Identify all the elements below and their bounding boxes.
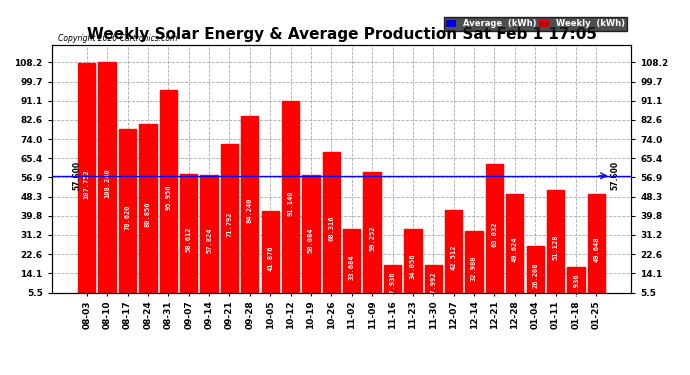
Bar	[384, 265, 401, 305]
Bar	[221, 144, 238, 305]
Text: 57.600: 57.600	[72, 161, 81, 190]
Text: 17.992: 17.992	[431, 272, 436, 297]
Text: 42.512: 42.512	[451, 244, 457, 270]
Text: 107.752: 107.752	[83, 169, 90, 199]
Text: 108.240: 108.240	[104, 169, 110, 198]
Text: 95.956: 95.956	[166, 184, 171, 210]
Bar	[180, 174, 197, 305]
Text: 63.032: 63.032	[491, 222, 497, 247]
Text: 78.620: 78.620	[124, 204, 130, 230]
Bar	[302, 175, 319, 305]
Text: 49.624: 49.624	[512, 237, 518, 262]
Text: 59.252: 59.252	[369, 226, 375, 251]
Bar	[424, 264, 442, 305]
Bar	[526, 246, 544, 305]
Text: 41.876: 41.876	[267, 245, 273, 271]
Text: Copyright 2020 Cartronics.com: Copyright 2020 Cartronics.com	[57, 33, 177, 42]
Bar	[588, 194, 605, 305]
Bar	[99, 62, 116, 305]
Bar	[364, 172, 381, 305]
Text: 84.240: 84.240	[247, 198, 253, 223]
Text: 91.140: 91.140	[288, 190, 293, 216]
Text: 57.600: 57.600	[611, 161, 620, 190]
Text: 49.648: 49.648	[593, 237, 600, 262]
Text: 71.792: 71.792	[226, 211, 233, 237]
Text: 26.208: 26.208	[532, 263, 538, 288]
Bar	[200, 175, 218, 305]
Bar	[506, 194, 524, 305]
Text: 58.084: 58.084	[308, 227, 314, 252]
Bar	[323, 152, 340, 305]
Text: 17.936: 17.936	[390, 272, 395, 297]
Text: 34.056: 34.056	[410, 254, 416, 279]
Text: 32.980: 32.980	[471, 255, 477, 280]
Text: 51.128: 51.128	[553, 235, 559, 260]
Bar	[262, 211, 279, 305]
Bar	[486, 164, 503, 305]
Bar	[404, 228, 422, 305]
Bar	[547, 190, 564, 305]
Bar	[445, 210, 462, 305]
Text: 68.316: 68.316	[328, 216, 335, 241]
Bar	[241, 116, 259, 305]
Bar	[119, 129, 136, 305]
Bar	[282, 100, 299, 305]
Bar	[78, 63, 95, 305]
Bar	[159, 90, 177, 305]
Text: 16.936: 16.936	[573, 273, 579, 298]
Text: 33.684: 33.684	[348, 254, 355, 280]
Text: 57.824: 57.824	[206, 227, 212, 253]
Bar	[343, 230, 360, 305]
Text: 80.856: 80.856	[145, 201, 151, 227]
Bar	[465, 231, 483, 305]
Legend: Average  (kWh), Weekly  (kWh): Average (kWh), Weekly (kWh)	[444, 17, 627, 31]
Text: 58.612: 58.612	[186, 226, 192, 252]
Title: Weekly Solar Energy & Average Production Sat Feb 1 17:05: Weekly Solar Energy & Average Production…	[86, 27, 597, 42]
Bar	[139, 124, 157, 305]
Bar	[567, 267, 584, 305]
